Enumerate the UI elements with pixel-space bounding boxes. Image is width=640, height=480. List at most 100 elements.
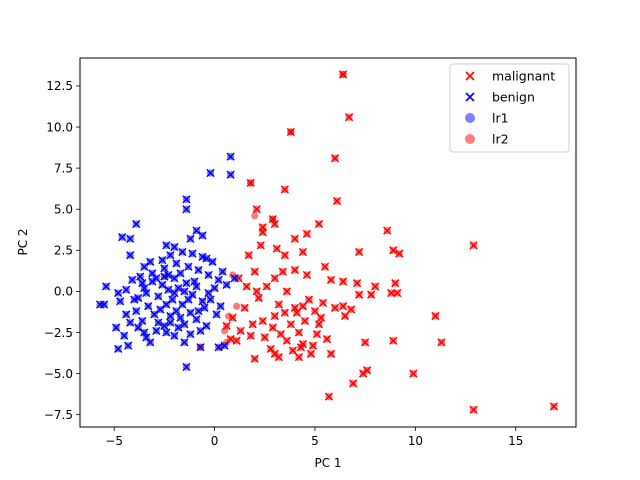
- data-point-benign: [220, 341, 229, 350]
- data-point-benign: [142, 288, 151, 298]
- y-axis-label: PC 2: [16, 228, 30, 255]
- data-point-benign: [114, 344, 123, 354]
- data-point-benign: [168, 295, 177, 304]
- data-point-benign: [120, 331, 129, 340]
- data-point-benign: [95, 300, 105, 309]
- data-point-malignant: [292, 308, 302, 317]
- data-point-benign: [126, 234, 135, 243]
- data-point-malignant: [304, 295, 314, 304]
- data-point-malignant: [270, 274, 279, 283]
- data-point-malignant: [312, 330, 322, 339]
- legend-marker-lr1: [465, 113, 475, 123]
- data-point-benign: [206, 295, 215, 304]
- data-point-benign: [162, 241, 171, 250]
- data-point-benign: [180, 338, 189, 347]
- data-point-malignant: [258, 316, 267, 326]
- data-point-benign: [176, 313, 185, 322]
- data-point-malignant: [361, 338, 370, 347]
- y-tick-label: 0.0: [54, 285, 73, 299]
- data-point-benign: [112, 323, 121, 332]
- data-point-malignant: [338, 70, 348, 79]
- data-point-benign: [122, 285, 131, 294]
- data-point-malignant: [268, 323, 277, 332]
- y-tick-label: 2.5: [54, 244, 73, 258]
- data-point-benign: [166, 318, 175, 327]
- data-point-malignant: [262, 282, 271, 291]
- data-point-benign: [204, 270, 213, 280]
- data-point-malignant: [254, 293, 263, 303]
- data-point-benign: [166, 251, 175, 260]
- data-point-benign: [174, 323, 183, 332]
- data-point-benign: [184, 262, 193, 271]
- data-point-malignant: [549, 402, 559, 411]
- data-point-benign: [202, 254, 211, 263]
- data-point-malignant: [286, 320, 295, 329]
- data-point-benign: [202, 321, 211, 331]
- data-point-malignant: [288, 346, 297, 355]
- data-point-benign: [154, 292, 163, 301]
- x-tick-label: 15: [508, 434, 523, 448]
- data-point-overlap: [229, 271, 237, 279]
- data-point-benign: [152, 274, 161, 283]
- data-point-benign: [132, 306, 141, 316]
- data-point-malignant: [226, 334, 235, 344]
- y-tick-label: −2.5: [44, 326, 73, 340]
- data-point-benign: [118, 233, 127, 242]
- data-point-malignant: [354, 290, 364, 299]
- data-point-malignant: [395, 249, 404, 258]
- data-point-malignant: [310, 306, 320, 316]
- data-point-malignant: [326, 349, 336, 358]
- data-point-benign: [116, 297, 125, 306]
- y-tick-label: 12.5: [46, 79, 73, 93]
- data-point-benign: [122, 310, 131, 319]
- data-point-benign: [186, 234, 195, 243]
- data-point-malignant: [391, 279, 400, 288]
- y-tick-label: −7.5: [44, 408, 73, 422]
- data-point-malignant: [280, 185, 289, 194]
- data-point-malignant: [250, 267, 259, 276]
- data-point-benign: [194, 265, 203, 275]
- data-point-malignant: [324, 392, 334, 401]
- data-point-malignant: [244, 251, 253, 260]
- data-point-malignant: [246, 331, 255, 340]
- data-point-benign: [180, 287, 189, 296]
- data-point-benign: [226, 152, 235, 161]
- data-point-benign: [154, 318, 163, 327]
- data-point-benign: [178, 247, 187, 257]
- data-point-benign: [134, 323, 143, 332]
- data-point-malignant: [367, 290, 376, 299]
- data-point-malignant: [270, 311, 279, 321]
- data-point-benign: [160, 272, 169, 281]
- x-tick-label: −5: [105, 434, 123, 448]
- data-point-benign: [180, 320, 189, 329]
- legend-marker-lr2: [465, 134, 475, 144]
- data-point-benign: [192, 282, 201, 291]
- data-point-malignant: [222, 321, 231, 331]
- data-point-malignant: [256, 241, 265, 250]
- x-axis-label: PC 1: [314, 456, 341, 470]
- data-point-malignant: [387, 288, 396, 298]
- y-tick-label: 5.0: [54, 203, 73, 217]
- data-point-malignant: [240, 303, 249, 312]
- data-point-malignant: [359, 369, 368, 378]
- data-point-benign: [124, 341, 133, 350]
- data-point-benign: [208, 257, 217, 266]
- data-point-benign: [164, 285, 173, 294]
- data-point-malignant: [248, 320, 257, 329]
- data-point-benign: [114, 288, 123, 298]
- data-point-malignant: [258, 223, 267, 232]
- data-point-benign: [172, 306, 181, 316]
- data-point-malignant: [340, 311, 350, 321]
- data-point-malignant: [318, 298, 328, 308]
- data-point-malignant: [242, 282, 251, 291]
- data-point-benign: [206, 168, 215, 178]
- data-point-malignant: [228, 313, 237, 322]
- data-point-benign: [150, 310, 159, 319]
- data-point-malignant: [322, 334, 332, 344]
- data-point-benign: [212, 310, 221, 319]
- data-point-overlap: [216, 343, 225, 351]
- data-point-malignant: [270, 349, 279, 358]
- data-point-malignant: [280, 308, 289, 317]
- data-point-benign: [138, 316, 147, 326]
- data-point-malignant: [270, 219, 279, 229]
